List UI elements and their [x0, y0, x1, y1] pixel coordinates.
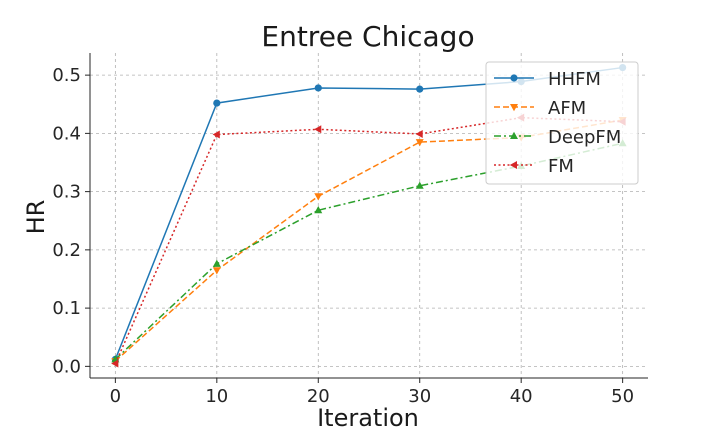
x-tick-label: 50: [611, 386, 634, 407]
x-tick-label: 30: [408, 386, 431, 407]
x-tick-label: 20: [307, 386, 330, 407]
x-tick-label: 0: [110, 386, 121, 407]
data-point-fm: [415, 129, 423, 138]
y-tick-label: 0.4: [52, 123, 81, 144]
data-point-afm: [212, 267, 221, 275]
data-point-deepfm: [415, 181, 424, 189]
x-tick-label: 10: [205, 386, 228, 407]
legend-marker-fm: [509, 161, 517, 169]
y-tick-label: 0.2: [52, 240, 81, 261]
data-point-afm: [314, 193, 323, 201]
data-point-fm: [212, 130, 220, 139]
y-tick-label: 0.5: [52, 65, 81, 86]
y-tick-label: 0.3: [52, 182, 81, 203]
legend: HHFM AFM DeepFM FM: [485, 61, 639, 185]
data-point-deepfm: [314, 206, 323, 214]
legend-marker-hhfm: [510, 74, 518, 82]
legend-box: [485, 61, 639, 185]
data-point-fm: [314, 125, 322, 134]
legend-label-afm: AFM: [548, 98, 586, 119]
data-point-hhfm: [213, 99, 221, 107]
legend-marker-deepfm: [510, 131, 518, 139]
data-point-hhfm: [416, 85, 424, 93]
y-axis-label: HR: [22, 200, 50, 235]
chart-title: Entree Chicago: [261, 20, 474, 53]
y-tick-label: 0.1: [52, 298, 81, 319]
legend-label-fm: FM: [548, 156, 574, 177]
legend-label-hhfm: HHFM: [548, 69, 601, 90]
data-point-deepfm: [212, 259, 221, 267]
data-point-fm: [111, 359, 119, 368]
series-line-deepfm: [114, 142, 623, 360]
legend-marker-afm: [510, 104, 518, 112]
x-axis-label: Iteration: [317, 404, 419, 432]
data-point-hhfm: [314, 84, 322, 92]
y-tick-label: 0.0: [52, 356, 81, 377]
legend-label-deepfm: DeepFM: [548, 127, 621, 148]
data-point-afm: [415, 139, 424, 147]
axes: 0 10 20 30 40 50 0.0 0.1 0.2 0.3 0.4 0.5: [52, 53, 648, 407]
x-tick-label: 40: [510, 386, 533, 407]
